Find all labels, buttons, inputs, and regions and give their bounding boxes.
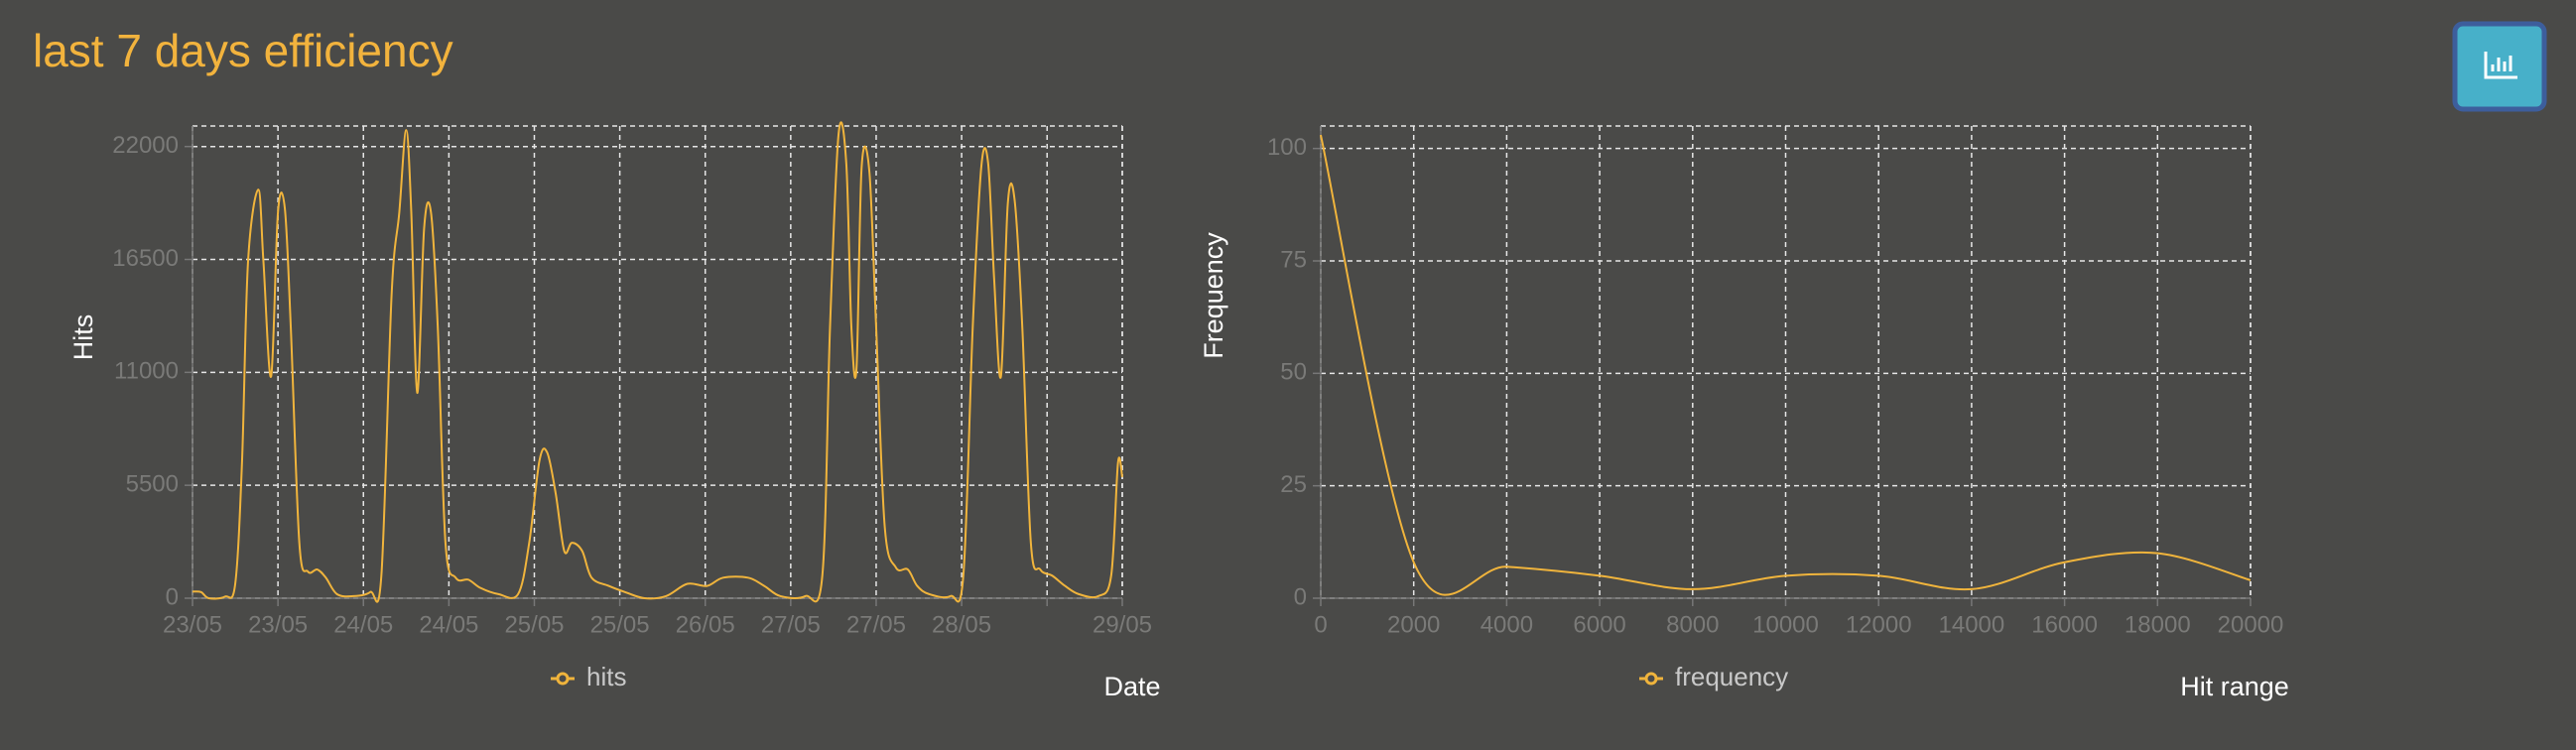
x-tick-label: 26/05 bbox=[676, 611, 735, 638]
x-tick-label: 2000 bbox=[1387, 611, 1440, 638]
x-tick-label: 14000 bbox=[1939, 611, 2005, 638]
data-line bbox=[1320, 134, 2252, 596]
x-tick-label: 23/05 bbox=[163, 611, 222, 638]
data-line bbox=[192, 121, 1123, 603]
chart: 0 25 50 75 100 0 2000 4000 6000 8000 10000 12000 140… bbox=[1199, 125, 2289, 701]
page-title: last 7 days efficiency bbox=[33, 25, 453, 76]
legend-label: hits bbox=[586, 662, 626, 691]
y-tick-label: 11000 bbox=[114, 358, 179, 385]
legend-label: frequency bbox=[1675, 662, 1788, 691]
chart: 0 5500 11000 16500 22000 23/05 23/05 24/05 24/05… bbox=[68, 121, 1161, 701]
y-tick-label: 0 bbox=[1294, 583, 1307, 610]
x-tick-label: 18000 bbox=[2125, 611, 2191, 638]
x-tick-label: 6000 bbox=[1573, 611, 1625, 638]
chart-icon bbox=[2484, 52, 2517, 79]
y-tick-label: 22000 bbox=[112, 132, 179, 159]
x-tick-label: 27/05 bbox=[761, 611, 821, 638]
y-tick-label: 5500 bbox=[126, 471, 179, 498]
y-tick-label: 100 bbox=[1267, 134, 1307, 161]
x-tick-label: 12000 bbox=[1846, 611, 1912, 638]
y-tick-label: 16500 bbox=[112, 245, 179, 272]
x-tick-label: 28/05 bbox=[932, 611, 991, 638]
x-tick-label: 24/05 bbox=[419, 611, 478, 638]
x-axis-title: Hit range bbox=[2180, 672, 2289, 701]
chart-toggle-button[interactable] bbox=[2452, 21, 2547, 112]
x-tick-label: 25/05 bbox=[504, 611, 564, 638]
legend-marker bbox=[556, 672, 570, 686]
x-tick-label: 25/05 bbox=[590, 611, 650, 638]
x-axis-title: Date bbox=[1103, 672, 1160, 701]
x-tick-label: 27/05 bbox=[846, 611, 906, 638]
x-tick-label: 29/05 bbox=[1093, 611, 1152, 638]
x-tick-label: 16000 bbox=[2031, 611, 2098, 638]
legend-marker bbox=[1644, 672, 1658, 686]
x-tick-label: 0 bbox=[1314, 611, 1327, 638]
y-tick-label: 0 bbox=[166, 583, 179, 610]
x-tick-label: 4000 bbox=[1481, 611, 1533, 638]
x-tick-label: 24/05 bbox=[333, 611, 393, 638]
y-tick-label: 50 bbox=[1280, 359, 1307, 386]
x-tick-label: 8000 bbox=[1666, 611, 1719, 638]
x-tick-label: 23/05 bbox=[248, 611, 308, 638]
y-axis-title: Frequency bbox=[1199, 232, 1228, 359]
x-tick-label: 10000 bbox=[1752, 611, 1819, 638]
y-tick-label: 25 bbox=[1280, 471, 1307, 498]
y-axis-title: Hits bbox=[68, 314, 98, 361]
x-tick-label: 20000 bbox=[2218, 611, 2284, 638]
y-tick-label: 75 bbox=[1280, 246, 1307, 273]
